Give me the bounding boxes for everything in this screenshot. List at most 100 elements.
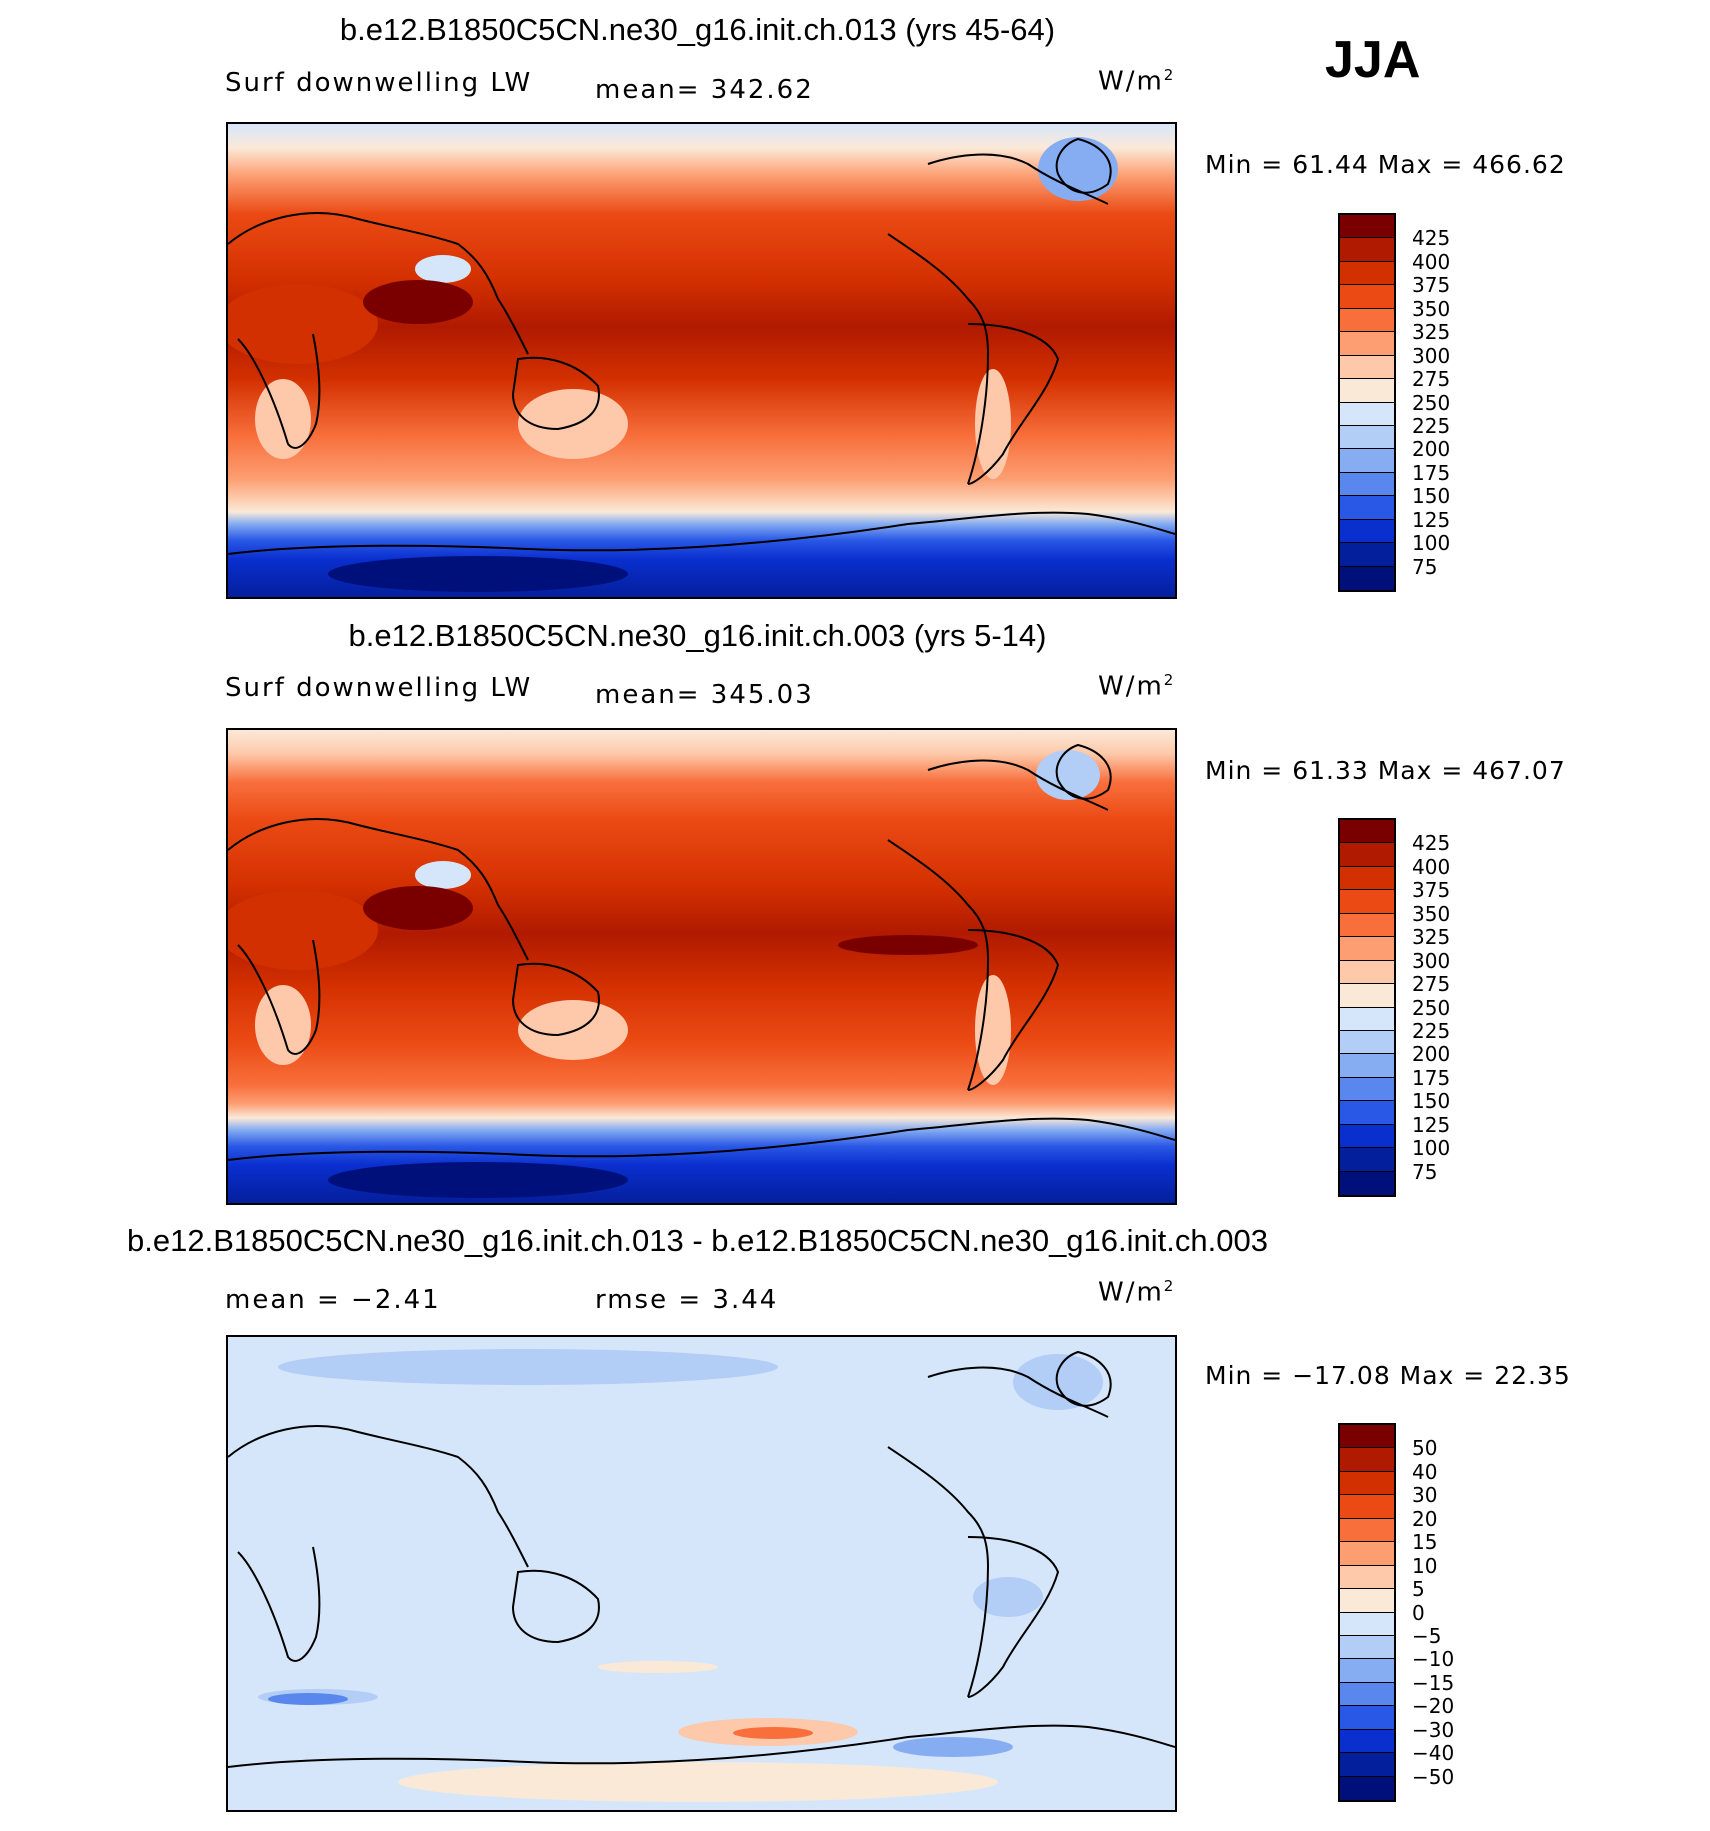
colorbar-swatch: [1340, 332, 1394, 356]
panel2-southern-africa: [255, 985, 311, 1065]
panel1-map: [226, 122, 1177, 599]
colorbar-swatch: [1340, 1007, 1394, 1031]
colorbar-swatch: [1340, 1659, 1394, 1683]
panel2-units: W/m2: [1098, 671, 1176, 702]
colorbar-swatch: [1340, 238, 1394, 262]
colorbar-label: −10: [1412, 1647, 1455, 1672]
panel3-southern-indian: [268, 1693, 348, 1705]
colorbar-swatch: [1340, 379, 1394, 403]
colorbar-swatch: [1340, 1776, 1394, 1800]
panel1-map-canvas: [228, 124, 1175, 597]
panel3-antarctic-warm: [398, 1762, 998, 1802]
colorbar-swatch: [1340, 543, 1394, 567]
colorbar-label: 125: [1412, 507, 1451, 532]
colorbar-swatch: [1340, 425, 1394, 450]
colorbar-swatch: [1340, 984, 1394, 1008]
panel3-east-pacific: [973, 1577, 1043, 1617]
colorbar-swatch: [1340, 1612, 1394, 1636]
season-label: JJA: [1325, 31, 1421, 89]
colorbar-swatch: [1340, 1565, 1394, 1590]
colorbar-swatch: [1340, 1448, 1394, 1472]
colorbar-label: 15: [1412, 1530, 1438, 1555]
panel2-sahara: [228, 890, 378, 970]
panel3-mean-label: mean = −2.41: [225, 1285, 441, 1315]
colorbar-swatch: [1340, 1682, 1394, 1707]
colorbar-label: 250: [1412, 995, 1451, 1020]
colorbar-swatch: [1340, 1054, 1394, 1078]
colorbar-swatch: [1340, 1471, 1394, 1496]
colorbar-swatch: [1340, 355, 1394, 380]
colorbar-label: −30: [1412, 1717, 1455, 1742]
colorbar-swatch: [1340, 1753, 1394, 1777]
panel2-mean-label: mean= 345.03: [595, 680, 814, 710]
panel3-arctic-band: [278, 1349, 778, 1385]
panel1-minmax: Min = 61.44 Max = 466.62: [1205, 150, 1566, 179]
panel2-andes: [975, 975, 1011, 1085]
colorbar-label: 125: [1412, 1112, 1451, 1137]
panel3-minmax: Min = −17.08 Max = 22.35: [1205, 1361, 1571, 1390]
colorbar-label: 300: [1412, 343, 1451, 368]
colorbar-swatch: [1340, 449, 1394, 473]
colorbar-swatch: [1340, 1171, 1394, 1195]
panel3-colorbar-boxes: [1338, 1423, 1396, 1802]
colorbar-swatch: [1340, 1077, 1394, 1102]
colorbar-swatch: [1340, 472, 1394, 497]
colorbar-label: 325: [1412, 925, 1451, 950]
colorbar-swatch: [1340, 1729, 1394, 1754]
panel3-colorbar: [1338, 1423, 1398, 1802]
colorbar-label: 375: [1412, 273, 1451, 298]
panel3-coastlines: [228, 1350, 1175, 1768]
panel1-antarctic-low: [328, 556, 628, 592]
panel3-southern-pacific-hot: [733, 1727, 813, 1739]
colorbar-swatch: [1340, 519, 1394, 544]
panel3-drake-cool: [893, 1737, 1013, 1757]
colorbar-label: 175: [1412, 1065, 1451, 1090]
colorbar-swatch: [1340, 215, 1394, 239]
panel1-colorbar: [1338, 213, 1398, 592]
colorbar-swatch: [1340, 566, 1394, 590]
panel1-coastlines: [228, 137, 1175, 555]
panel3-tropical-warm: [598, 1661, 718, 1673]
colorbar-swatch: [1340, 866, 1394, 891]
panel3-rmse-label: rmse = 3.44: [595, 1285, 779, 1315]
panel2-colorbar-labels: 425 400 375 350 325 300 275 250 225 200 175 150 125 1…: [1412, 818, 1492, 1197]
panel1-colorbar-labels: 425 400 375 350 325 300 275 250 225 200 175 150 125 1…: [1412, 213, 1492, 592]
colorbar-swatch: [1340, 1542, 1394, 1566]
panel2-tibet: [415, 861, 471, 889]
colorbar-label: 200: [1412, 437, 1451, 462]
panel1-colorbar-boxes: [1338, 213, 1396, 592]
colorbar-label: 20: [1412, 1506, 1438, 1531]
panel3-map: [226, 1335, 1177, 1812]
colorbar-label: 10: [1412, 1553, 1438, 1578]
panel1-units: W/m2: [1098, 66, 1176, 97]
panel2-colorbar: [1338, 818, 1398, 1197]
colorbar-label: 200: [1412, 1042, 1451, 1067]
colorbar-label: 75: [1412, 1159, 1438, 1184]
colorbar-label: 5: [1412, 1577, 1425, 1602]
colorbar-swatch: [1340, 843, 1394, 867]
colorbar-label: 150: [1412, 1089, 1451, 1114]
panel2-itcz: [838, 935, 978, 955]
colorbar-swatch: [1340, 820, 1394, 844]
colorbar-swatch: [1340, 1495, 1394, 1519]
panel1-field: [228, 124, 1175, 597]
colorbar-swatch: [1340, 1148, 1394, 1172]
panel2-map-canvas: [228, 730, 1175, 1203]
panel2-minmax: Min = 61.33 Max = 467.07: [1205, 756, 1566, 785]
colorbar-label: 75: [1412, 554, 1438, 579]
colorbar-label: 175: [1412, 460, 1451, 485]
colorbar-swatch: [1340, 1101, 1394, 1125]
panel2-map: [226, 728, 1177, 1205]
colorbar-label: −20: [1412, 1694, 1455, 1719]
panel3-title: b.e12.B1850C5CN.ne30_g16.init.ch.013 - b…: [127, 1223, 1268, 1258]
panel1-southern-africa: [255, 379, 311, 459]
colorbar-label: 425: [1412, 226, 1451, 251]
colorbar-swatch: [1340, 402, 1394, 426]
colorbar-label: 100: [1412, 531, 1451, 556]
colorbar-label: 400: [1412, 854, 1451, 879]
colorbar-label: 100: [1412, 1136, 1451, 1161]
panel1-australia: [518, 389, 628, 459]
panel1-variable-label: Surf downwelling LW: [225, 68, 533, 98]
colorbar-swatch: [1340, 1425, 1394, 1449]
panel2-australia: [518, 1000, 628, 1060]
